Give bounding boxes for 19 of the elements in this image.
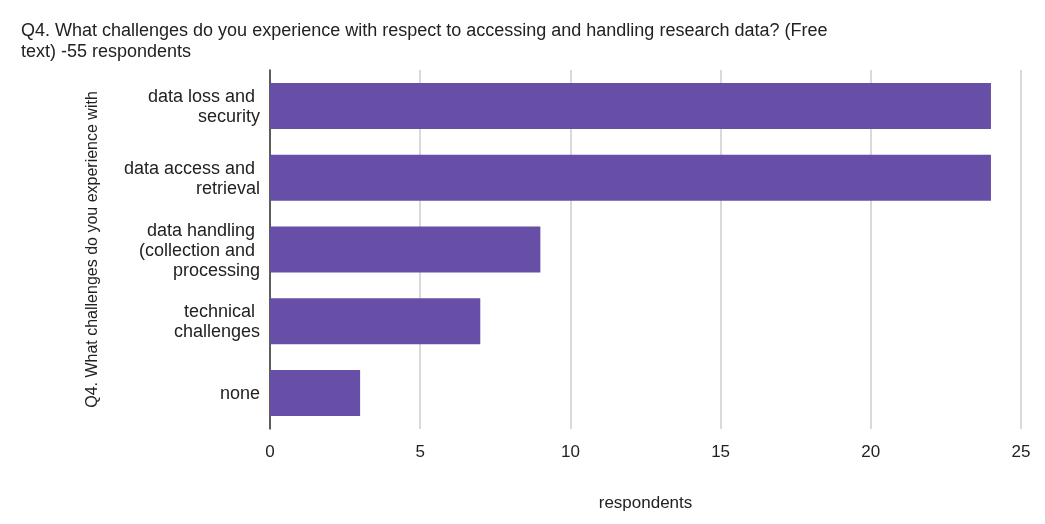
bar: [270, 82, 991, 129]
bar: [270, 370, 361, 417]
y-tick-label: none: [219, 383, 260, 404]
x-tick-label: 25: [1011, 442, 1031, 461]
x-tick-label: 5: [415, 442, 425, 461]
y-tick-label: data loss and security: [147, 85, 260, 126]
y-tick-label: data access and retrieval: [123, 157, 260, 198]
bar: [270, 226, 541, 273]
y-tick-label: technical challenges: [173, 301, 260, 342]
y-axis-title: Q4. What challenges do you experience with: [82, 91, 100, 408]
bar: [270, 154, 991, 201]
x-tick-label: 10: [560, 442, 580, 461]
x-axis-title: respondents: [598, 493, 693, 512]
x-tick-label: 20: [861, 442, 881, 461]
x-tick-label: 15: [711, 442, 731, 461]
chart-title: Q4. What challenges do you experience with respect to accessing and handling research data? (Free text) -55 respondents: [21, 19, 833, 61]
x-tick-label: 0: [265, 442, 275, 461]
y-tick-label: data handling (collection and processing: [138, 219, 260, 280]
bar: [270, 298, 481, 345]
